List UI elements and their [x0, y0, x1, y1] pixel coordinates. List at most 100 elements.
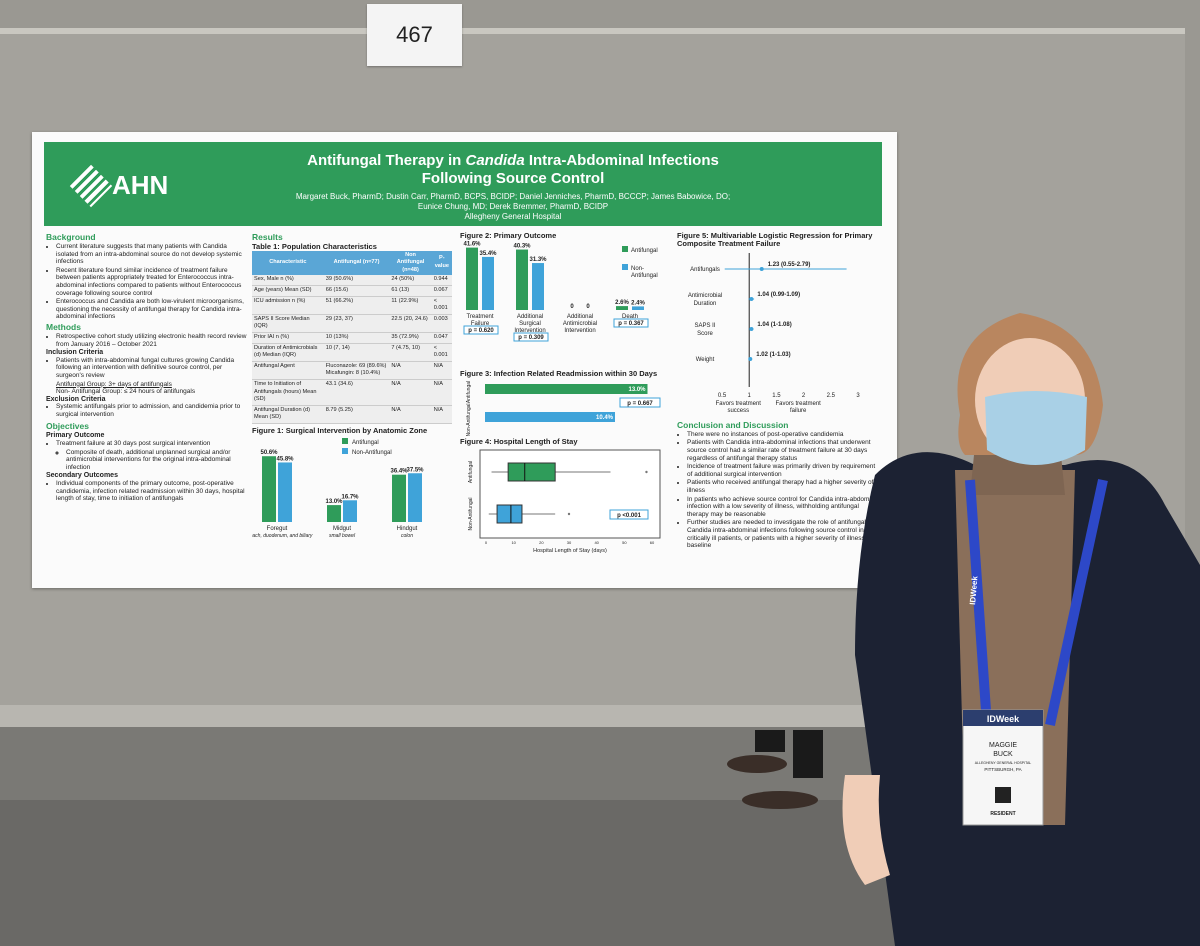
list-item: Treatment failure at 30 days post surgic…	[56, 440, 251, 448]
conclusion-list: There were no instances of post-operativ…	[677, 431, 882, 550]
table-cell: 8.79 (5.25)	[323, 405, 390, 424]
fig4-box	[507, 462, 556, 482]
fig1-bar	[278, 462, 292, 523]
badge-org: ALLEGHENY GENERAL HOSPITAL	[975, 761, 1032, 765]
fig1-data-label: 50.6%	[260, 451, 278, 457]
primary-outcome-list: Treatment failure at 30 days post surgic…	[46, 440, 251, 471]
fig2-data-label: 31.3%	[529, 257, 547, 263]
badge-last-name: BUCK	[993, 751, 1013, 758]
fig5-tick-label: 1.5	[772, 393, 781, 399]
fig2-pvalue: p = 0.367	[618, 321, 644, 327]
legend-label: Antifungal	[352, 440, 379, 446]
fig2-bar	[532, 262, 544, 310]
legend-swatch-non-antifungal	[342, 448, 348, 455]
inclusion-heading: Inclusion Criteria	[46, 349, 104, 357]
fig2-data-label: 2.6%	[615, 300, 629, 306]
fig5-tick-label: 1	[748, 393, 752, 399]
table-row: ICU admission n (%) 51 (66.2%) 11 (22.9%) <…	[252, 296, 452, 315]
secondary-outcomes-heading: Secondary Outcomes	[46, 472, 118, 480]
logo-text: AHN	[112, 170, 169, 200]
fig5-tick-label: 2	[802, 393, 806, 399]
table-row: Prior IAI n (%) 10 (13%) 35 (72.9%) 0.047	[252, 332, 452, 344]
table-cell: Duration of Antimicrobials (d) Median (I…	[252, 343, 324, 362]
fig5-category-label: Antifungals	[690, 267, 720, 273]
fig2-pvalue-box	[463, 325, 499, 335]
column-3: Figure 2: Primary Outcome Antifungal Non-…	[460, 232, 665, 561]
column-4: Figure 5: Multivariable Logistic Regress…	[677, 232, 882, 551]
badge-role: RESIDENT	[990, 811, 1015, 817]
table-cell: 51 (66.2%)	[323, 296, 390, 315]
fig1-bar	[408, 473, 422, 523]
fig1-subcategory-label: colon	[401, 533, 413, 539]
secondary-outcomes-list: Individual components of the primary out…	[46, 480, 251, 503]
fig5-point	[759, 267, 764, 272]
fig1-bar	[392, 475, 406, 523]
table-header-cell: Antifungal (n=77)	[323, 250, 390, 276]
table-cell: Sex, Male n (%)	[252, 275, 324, 286]
table-cell: 11 (22.9%)	[389, 296, 432, 315]
fig5-point	[749, 297, 754, 302]
presenter: IDWeek MAGGIE BUCK ALLEGHENY GENERAL HOS…	[842, 313, 1200, 946]
list-item: Systemic antifungals prior to admission,…	[56, 403, 251, 418]
results-heading: Results	[252, 232, 283, 242]
legend-swatch-non-antifungal	[622, 263, 628, 270]
fig4-tick-label: 10	[511, 540, 516, 545]
title-line2: Following Source Control	[421, 170, 605, 187]
table-row: Antifungal Agent Fluconazole: 69 (89.6%) …	[252, 361, 452, 380]
lanyard	[965, 478, 1108, 727]
fig5-right-label: Favors treatment	[775, 401, 821, 407]
table-cell: 10 (7, 14)	[323, 343, 390, 362]
fig5-estimate-label: 1.23 (0.55-2.79)	[768, 262, 811, 268]
fig2-bar	[466, 247, 478, 310]
legend-label: Antifungal	[631, 248, 658, 254]
table-cell: 39 (50.6%)	[323, 275, 390, 286]
fig5-category-label: SAPS II	[694, 323, 715, 329]
table-cell: Age (years) Mean (SD)	[252, 285, 324, 297]
fig3-pvalue: p = 0.667	[627, 401, 653, 407]
table-cell: 7 (4.75, 10)	[389, 343, 432, 362]
objectives-heading: Objectives	[46, 421, 89, 432]
fig1-category-label: Foregut	[267, 526, 288, 532]
fig2-pvalue-box	[613, 318, 649, 328]
fig3-category-label: Antifungal	[466, 381, 472, 403]
badge-first-name: MAGGIE	[989, 742, 1017, 749]
ahn-logo: AHN	[69, 164, 169, 207]
table-cell: N/A	[431, 361, 452, 380]
table-cell: 24 (50%)	[389, 275, 432, 286]
table-row: Antifungal Duration (d) Mean (SD) 8.79 (5…	[252, 405, 452, 424]
table-cell: N/A	[389, 361, 432, 380]
fig1-data-label: 45.8%	[276, 457, 294, 463]
fig1-data-label: 16.7%	[341, 495, 359, 501]
list-item: Individual components of the primary out…	[56, 480, 251, 503]
visitor-pant	[793, 730, 823, 778]
fig4-tick-label: 60	[650, 540, 655, 545]
list-item: Recent literature found similar incidenc…	[56, 267, 251, 297]
table-cell: 0.003	[431, 314, 452, 333]
column-2: Results Table 1: Population Characterist…	[242, 232, 452, 549]
fig5-tick-label: 2.5	[827, 393, 836, 399]
poster-number-card: 467	[367, 4, 462, 66]
legend-label: Non-Antifungal	[352, 450, 392, 456]
fig2-bar	[632, 305, 644, 310]
fig5-left-label: Favors treatment	[716, 401, 762, 407]
fig3-pvalue-box	[619, 397, 661, 408]
list-item: Current literature suggests that many pa…	[56, 243, 251, 266]
table-cell: 0.047	[431, 332, 452, 344]
visitor-shoe	[727, 755, 787, 773]
conclusion-heading: Conclusion and Discussion	[677, 419, 789, 430]
table-header-cell: Characteristic	[252, 250, 324, 276]
fig2-bar	[516, 249, 528, 310]
fig2-category-label: Surgical	[519, 321, 541, 327]
fig4-tick-label: 20	[539, 540, 544, 545]
table-cell: Antifungal Duration (d) Mean (SD)	[252, 405, 324, 424]
fig4-category-label: Antifungal	[468, 461, 474, 483]
badge-event: IDWeek	[987, 714, 1020, 724]
fig2-data-label: 41.6%	[463, 241, 481, 247]
table-cell: Time to Initiation of Antifungals (hours…	[252, 379, 324, 406]
table-cell: ICU admission n (%)	[252, 296, 324, 315]
fig1-bar	[343, 500, 357, 523]
legend-swatch-antifungal	[342, 438, 348, 445]
table-cell: Fluconazole: 69 (89.6%) Micafungin: 8 (1…	[323, 361, 390, 380]
fig2-category-label: Additional	[567, 314, 593, 320]
table-cell: 10 (13%)	[323, 332, 390, 344]
